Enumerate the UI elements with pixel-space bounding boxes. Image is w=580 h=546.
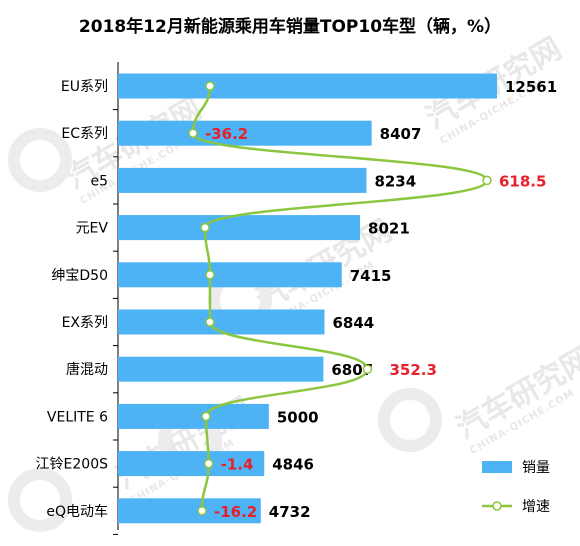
- bar-value-label: 4846: [272, 456, 314, 474]
- watermark-logo: [8, 468, 72, 532]
- bar: [118, 356, 324, 382]
- bar: [118, 167, 367, 193]
- legend-label-growth: 增速: [522, 499, 550, 515]
- growth-point: [362, 364, 373, 374]
- bar-value-label: 8407: [380, 125, 422, 143]
- category-label: EC系列: [61, 126, 108, 142]
- growth-point: [203, 458, 214, 469]
- growth-value-label: -16.2: [214, 503, 257, 521]
- category-label: 唐混动: [66, 361, 108, 378]
- growth-line: [191, 85, 489, 511]
- growth-point: [200, 222, 210, 233]
- bar-value-label: 12561: [505, 78, 557, 96]
- bar-value-label: 7415: [350, 267, 392, 285]
- bar: [118, 498, 261, 524]
- legend-marker-growth: [492, 501, 502, 511]
- category-label: 绅宝D50: [51, 268, 108, 284]
- bar-value-label: 8021: [368, 220, 410, 238]
- category-label: EX系列: [62, 315, 108, 331]
- category-label: EU系列: [61, 79, 108, 95]
- bar: [118, 451, 265, 477]
- chart-title: 2018年12月新能源乘用车销量TOP10车型（辆，%）: [78, 17, 502, 37]
- bar: [118, 120, 372, 146]
- category-label: eQ电动车: [46, 503, 108, 520]
- bar: [118, 73, 497, 99]
- legend-swatch-sales: [482, 461, 512, 473]
- growth-point: [205, 81, 215, 91]
- bar-value-label: 8234: [374, 172, 416, 190]
- bar-value-label: 5000: [277, 408, 319, 426]
- growth-point: [201, 411, 211, 422]
- growth-point: [205, 317, 215, 327]
- growth-value-label: -36.2: [205, 125, 248, 143]
- growth-point: [197, 506, 207, 516]
- growth-point: [188, 128, 198, 138]
- growth-value-label: 618.5: [499, 172, 546, 190]
- category-label: e5: [90, 173, 108, 189]
- watermark-logo: [378, 388, 442, 452]
- watermark-logo: [8, 128, 72, 192]
- bar-value-label: 4732: [269, 503, 311, 521]
- growth-point: [482, 175, 492, 186]
- growth-point: [205, 270, 215, 280]
- legend-label-sales: 销量: [522, 460, 550, 476]
- category-label: 江铃E200S: [36, 457, 109, 473]
- growth-value-label: 352.3: [389, 361, 436, 379]
- bar: [118, 309, 325, 335]
- category-label: VELITE 6: [47, 409, 108, 425]
- bar-value-label: 6844: [333, 314, 375, 332]
- bar: [118, 262, 342, 288]
- bar: [118, 403, 269, 429]
- growth-value-label: -1.4: [221, 456, 254, 474]
- category-label: 元EV: [76, 221, 109, 237]
- bar: [118, 215, 361, 241]
